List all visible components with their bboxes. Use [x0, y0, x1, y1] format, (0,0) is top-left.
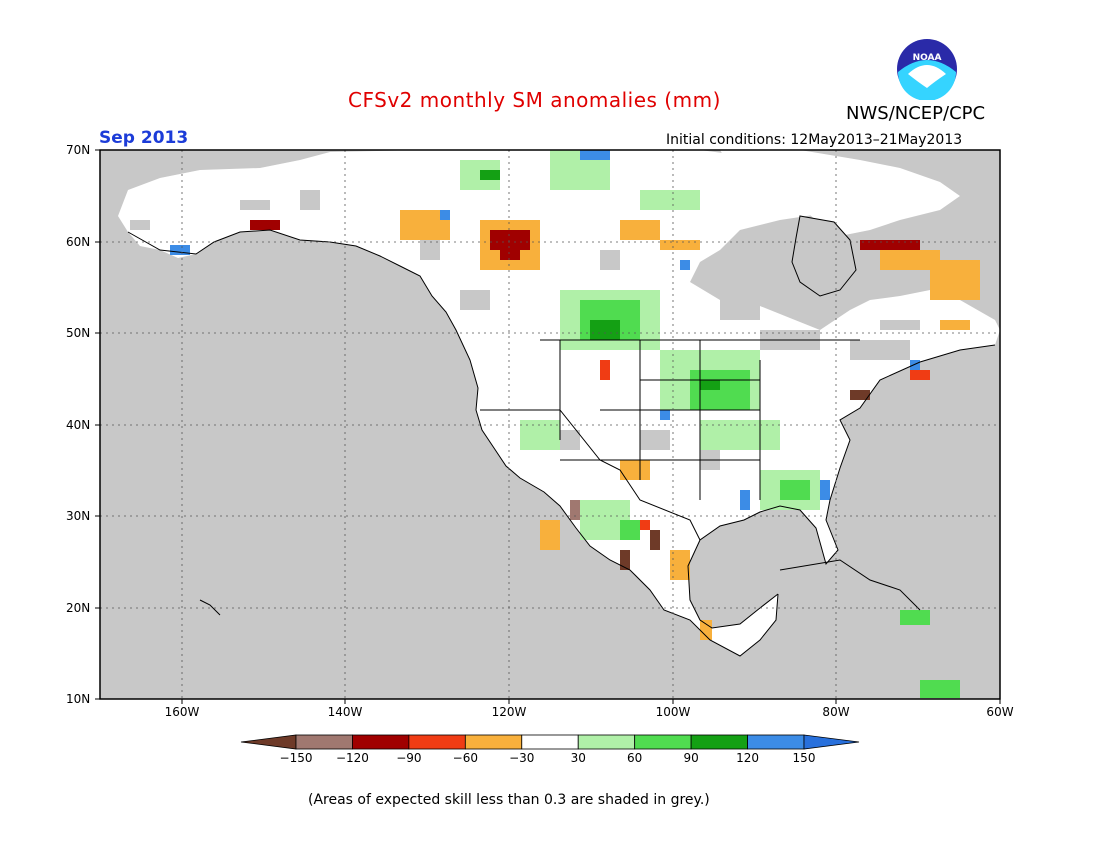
colorbar-tick-label: 150	[792, 751, 816, 765]
lat-label-40n: 40N	[66, 418, 91, 432]
lat-label-10n: 10N	[66, 692, 91, 706]
lat-label-20n: 20N	[66, 601, 91, 615]
lon-label-60w: 60W	[986, 705, 1014, 719]
agency-label: NWS/NCEP/CPC	[846, 103, 986, 124]
hudson-bay	[792, 216, 856, 296]
dry-cells	[250, 210, 980, 640]
colorbar-swatch-0	[240, 734, 297, 750]
colorbar-tick-label: 120	[736, 751, 759, 765]
noaa-logo: NOAA	[897, 39, 957, 100]
footnote: (Areas of expected skill less than 0.3 a…	[308, 792, 710, 808]
colorbar-tick-label: 90	[683, 751, 699, 765]
valid-month: Sep 2013	[99, 128, 189, 148]
colorbar-swatch-5	[521, 734, 579, 750]
land-greenland	[720, 150, 960, 236]
colorbar-swatch-10	[803, 734, 860, 750]
colorbar-swatch-9	[747, 734, 805, 750]
chart-title: CFSv2 monthly SM anomalies (mm)	[348, 88, 721, 112]
blue-cells	[170, 150, 920, 510]
colorbar-tick-label: −60	[452, 751, 478, 765]
colorbar-tick-label: −90	[396, 751, 422, 765]
lat-label-70n: 70N	[66, 143, 91, 157]
colorbar-swatch-8	[690, 734, 748, 750]
lat-label-30n: 30N	[66, 509, 91, 523]
initial-conditions: Initial conditions: 12May2013–21May2013	[666, 132, 963, 148]
colorbar-tick-label: 30	[570, 751, 586, 765]
colorbar-tick-label: −120	[335, 751, 369, 765]
colorbar-swatch-1	[295, 734, 353, 750]
lon-label-120w: 120W	[491, 705, 527, 719]
lon-label-160w: 160W	[164, 705, 200, 719]
lon-label-140w: 140W	[327, 705, 363, 719]
logo-text: NOAA	[913, 53, 942, 63]
grey-cells	[130, 190, 920, 470]
lat-label-60n: 60N	[66, 235, 91, 249]
colorbar-tick-label: 60	[627, 751, 643, 765]
colorbar-swatch-2	[352, 734, 410, 750]
colorbar-swatch-4	[464, 734, 523, 750]
colorbar-swatch-3	[408, 734, 466, 750]
colorbar-swatch-7	[634, 734, 692, 750]
lon-label-80w: 80W	[822, 705, 850, 719]
colorbar-tick-label: −30	[509, 751, 535, 765]
lon-label-100w: 100W	[655, 705, 691, 719]
coastlines	[127, 215, 996, 657]
graticule	[100, 150, 1000, 699]
colorbar-tick-label: −150	[279, 751, 313, 765]
colorbar-swatch-6	[577, 734, 636, 750]
lat-label-50n: 50N	[66, 326, 91, 340]
land-north	[118, 150, 1000, 656]
axis-ticks	[95, 149, 1001, 704]
